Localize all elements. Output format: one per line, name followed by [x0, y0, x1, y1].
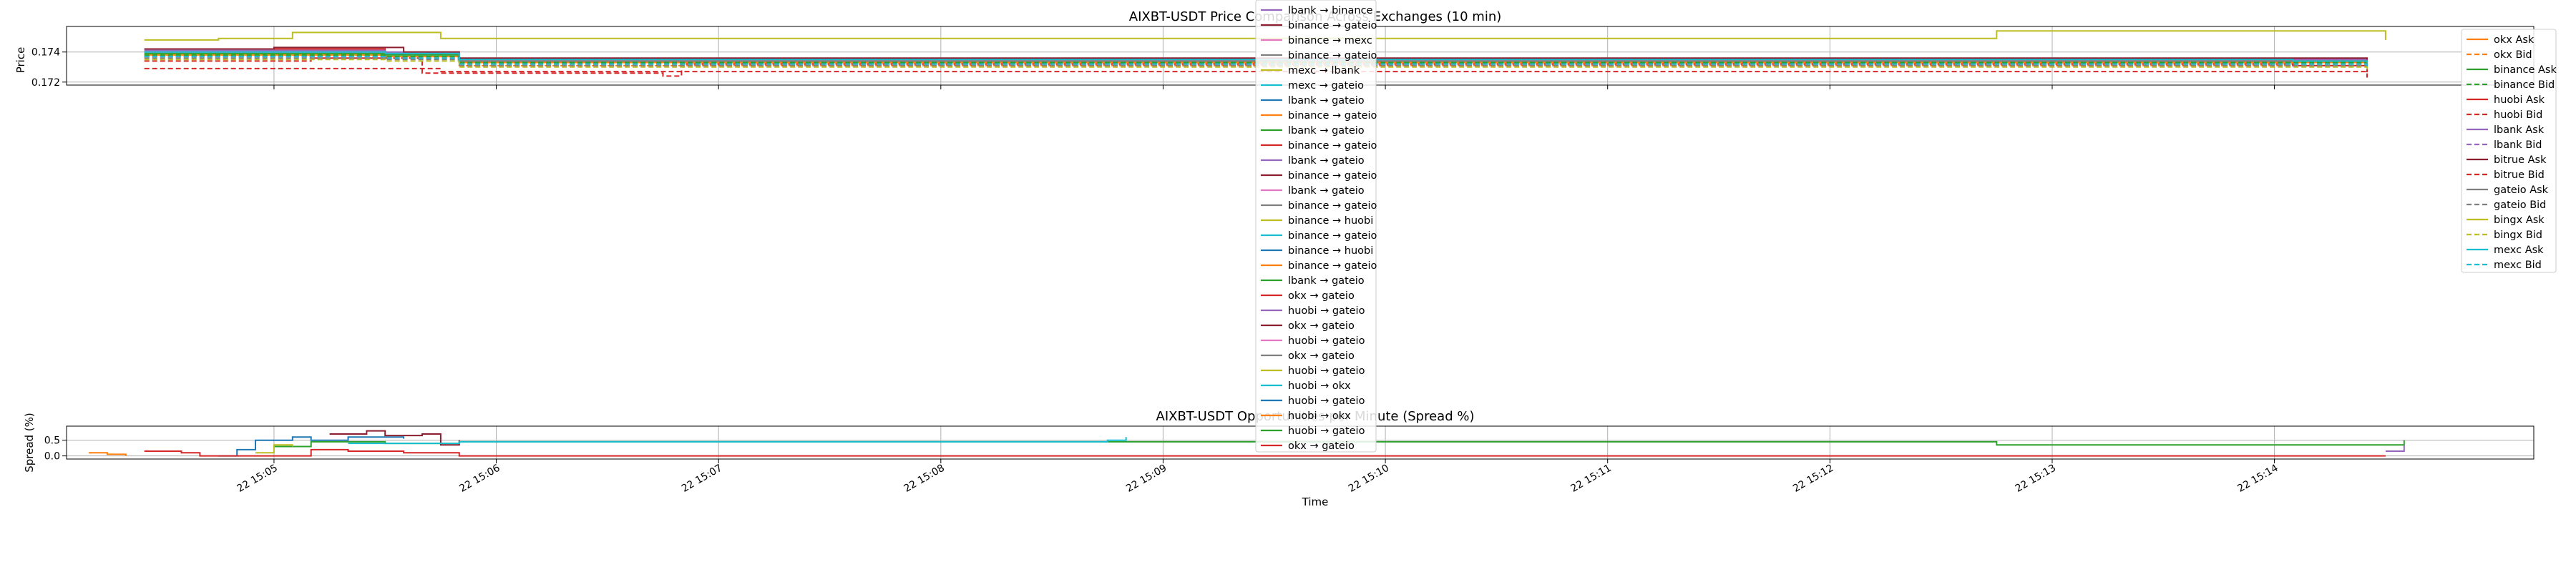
spread-chart-legend-label: lbank → binance	[1288, 5, 1373, 16]
price-chart-legend-label: mexc Bid	[2494, 260, 2542, 271]
price-chart-series-mexc-bid-15	[144, 56, 2368, 67]
spread-chart-series-lbank-to-gateio-7	[2385, 445, 2405, 452]
price-chart-series-bingx-ask-12	[144, 30, 2386, 41]
price-chart-series-bitrue-ask-8	[144, 46, 2368, 60]
spread-chart-series-binance-to-gateio-3	[144, 448, 2386, 457]
price-chart-legend: okx Ask okx Bid binance Ask binance Bid huob…	[2461, 29, 2557, 273]
price-chart-legend-label: okx Ask	[2494, 34, 2534, 46]
price-chart-legend-label: bingx Ask	[2494, 214, 2545, 226]
price-chart-legend-label: binance Bid	[2494, 79, 2555, 91]
price-chart-yticks: 0.174 0.172	[31, 47, 67, 89]
price-chart-legend-label: huobi Bid	[2494, 109, 2542, 121]
spread-chart-legend-label: huobi → gateio	[1288, 395, 1365, 407]
spread-chart-legend-label: binance → gateio	[1288, 20, 1377, 31]
spread-chart-series-lbank-to-gateio-0	[218, 436, 405, 457]
spread-chart-series-huobi-to-gateio-5	[255, 444, 293, 454]
spread-chart-legend-label: binance → gateio	[1288, 140, 1377, 152]
spread-chart-legend-label: binance → huobi	[1288, 245, 1373, 257]
price-chart-legend-label: binance Ask	[2494, 64, 2557, 76]
spread-chart-legend-label: okx → gateio	[1288, 320, 1355, 332]
spread-chart-legend-label: huobi → gateio	[1288, 305, 1365, 317]
spread-chart-legend-label: lbank → gateio	[1288, 95, 1365, 107]
spread-chart-legend-label: huobi → gateio	[1288, 425, 1365, 437]
spread-chart-legend-label: okx → gateio	[1288, 440, 1355, 452]
price-chart-legend-label: mexc Ask	[2494, 245, 2544, 256]
price-chart-legend-label: bitrue Ask	[2494, 154, 2547, 166]
price-chart-legend-label: gateio Ask	[2494, 184, 2549, 196]
price-chart-legend-label: lbank Bid	[2494, 139, 2542, 151]
spread-chart-legend-label: huobi → okx	[1288, 380, 1351, 392]
spread-chart-legend-label: okx → gateio	[1288, 350, 1355, 362]
spread-chart-series	[89, 430, 2405, 457]
price-chart-xticks	[273, 85, 2275, 89]
spread-chart-legend-label: binance → gateio	[1288, 230, 1377, 242]
spread-chart-series-huobi-to-okx-6	[348, 437, 1127, 445]
price-chart-ytick-label: 0.172	[31, 77, 60, 89]
spread-chart-legend-label: huobi → okx	[1288, 410, 1351, 422]
price-chart: AIXBT-USDT Price Comparison Across Excha…	[14, 9, 2557, 273]
price-chart-legend-label: bingx Bid	[2494, 230, 2542, 241]
spread-chart-legend-label: mexc → lbank	[1288, 65, 1360, 77]
spread-chart: AIXBT-USDT Opportunities per Minute (Spr…	[23, 0, 2534, 508]
spread-chart-ytick-label: 0.0	[44, 451, 60, 463]
price-chart-series	[144, 30, 2386, 78]
spread-chart-legend-label: huobi → gateio	[1288, 335, 1365, 347]
spread-chart-series-binance-to-gateio-4	[329, 430, 460, 446]
spread-chart-legend-label: lbank → gateio	[1288, 155, 1365, 167]
price-chart-series-bingx-bid-13	[144, 59, 2368, 70]
price-chart-legend-label: huobi Ask	[2494, 94, 2545, 106]
spread-chart-legend: lbank → binance binance → gateio binance →…	[1255, 0, 1377, 453]
spread-chart-legend-label: lbank → gateio	[1288, 125, 1365, 137]
spread-chart-legend-label: lbank → gateio	[1288, 275, 1365, 287]
spread-chart-legend-box	[1255, 0, 1377, 453]
spread-chart-series-binance-to-gateio-1	[89, 452, 127, 456]
spread-chart-legend-label: binance → gateio	[1288, 170, 1377, 182]
price-chart-legend-box	[2461, 29, 2557, 273]
spread-chart-legend-label: binance → gateio	[1288, 260, 1377, 272]
price-chart-legend-label: gateio Bid	[2494, 199, 2546, 211]
spread-chart-legend-label: binance → gateio	[1288, 200, 1377, 212]
spread-chart-legend-label: binance → huobi	[1288, 215, 1373, 227]
spread-chart-ytick-label: 0.5	[44, 435, 60, 447]
price-chart-legend-label: okx Bid	[2494, 49, 2532, 61]
spread-chart-legend-label: huobi → gateio	[1288, 365, 1365, 377]
spread-chart-legend-label: binance → gateio	[1288, 110, 1377, 122]
spread-chart-legend-label: mexc → gateio	[1288, 80, 1364, 92]
spread-chart-legend-label: okx → gateio	[1288, 290, 1355, 302]
spread-chart-xlabel: Time	[1302, 495, 1329, 508]
price-chart-legend-label: lbank Ask	[2494, 124, 2545, 136]
price-chart-series-bitrue-bid-9	[144, 67, 2368, 78]
spread-chart-legend-label: lbank → gateio	[1288, 185, 1365, 197]
price-chart-ylabel: Price	[14, 47, 27, 74]
price-chart-ytick-label: 0.174	[31, 47, 60, 59]
spread-chart-legend-label: binance → mexc	[1288, 35, 1372, 46]
spread-chart-yticks: 0.50.0	[44, 435, 67, 463]
spread-chart-legend-label: binance → gateio	[1288, 50, 1377, 61]
price-chart-legend-label: bitrue Bid	[2494, 169, 2545, 181]
spread-chart-ylabel: Spread (%)	[23, 413, 36, 473]
